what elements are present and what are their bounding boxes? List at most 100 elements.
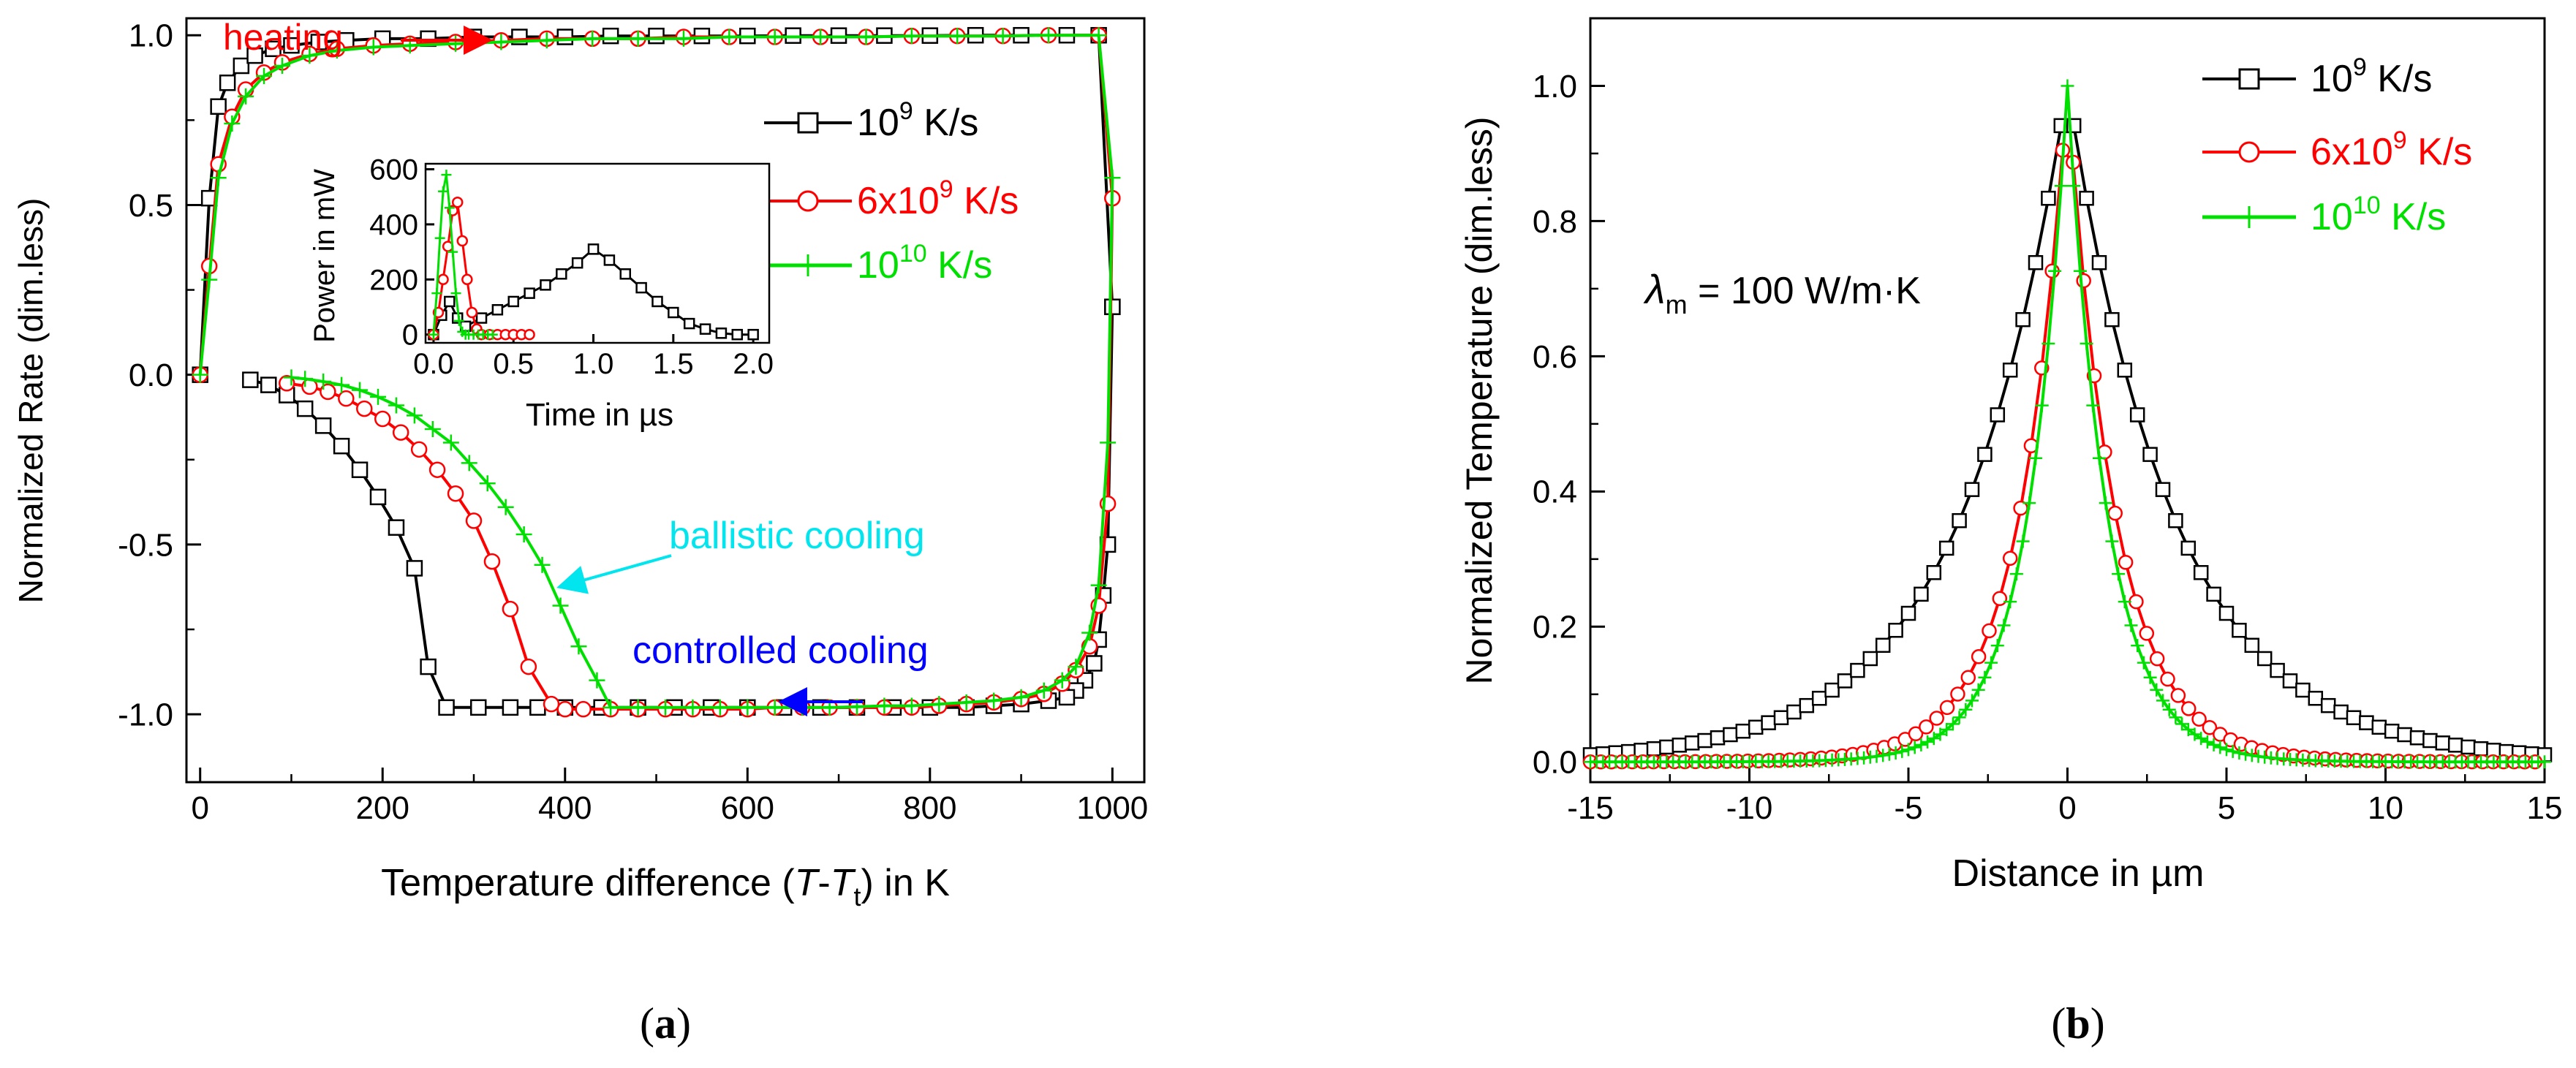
legend-a-label-6e9: 6x109 K/s <box>857 175 1019 222</box>
series-a-1e10-cooling-point <box>603 699 619 716</box>
panel-b-y-tick-label: 0.6 <box>1533 339 1577 375</box>
series-inset-1e9-point <box>651 295 663 308</box>
series-b-1e9-point <box>2041 190 2056 206</box>
series-a-1e10-heating-point <box>1090 27 1107 44</box>
series-a-1e10-heating-point <box>274 58 290 75</box>
series-b-1e9-point <box>2333 704 2349 720</box>
series-b-1e9-point <box>1824 682 1840 698</box>
series-a-1e9-heating-point <box>233 57 250 75</box>
series-b-1e9-point <box>1748 719 1764 735</box>
panel-a-x-tick-label: 800 <box>903 790 956 826</box>
series-a-1e10-cooling-point <box>684 699 701 716</box>
series-b-1e9-point <box>2282 673 2298 689</box>
series-b-1e10-point <box>1990 639 2004 653</box>
series-a-1e9-cooling-point <box>469 699 487 716</box>
series-a-1e10-cooling-point <box>388 397 404 414</box>
legend-a-entry-6e9: 6x109 K/s <box>764 175 1019 222</box>
caption-open: ( <box>2051 999 2066 1048</box>
series-b-1e10-point <box>1971 683 1985 697</box>
caption-letter: a <box>654 999 676 1048</box>
series-a-1e10-cooling-point <box>552 597 569 614</box>
series-a-1e10-cooling-point <box>1081 624 1098 641</box>
inset-chart: 0.0 0.5 1.0 1.5 2.0 600 400 200 0 Time in µs Pow… <box>309 154 774 433</box>
series-a-1e10-cooling-point <box>497 499 514 515</box>
panel-b-y-tick-label: 0.4 <box>1533 474 1577 510</box>
series-b-1e9-point <box>2371 719 2387 735</box>
panel-b-y-axis-label: Normalized Temperature (dim.less) <box>1459 116 1500 684</box>
panel-a-y-tick-label: -0.5 <box>118 527 173 563</box>
series-b-1e10-point <box>1921 735 1935 749</box>
series-a-1e9-cooling-point <box>333 437 350 455</box>
series-inset-1e9-point <box>715 327 728 339</box>
series-a-1e10-heating-point <box>949 28 966 45</box>
series-a-1e10-heating-point <box>493 34 510 50</box>
series-b-1e9-point <box>1938 540 1954 556</box>
series-a-6e9-cooling-point <box>502 600 519 618</box>
caption-close: ) <box>2090 999 2105 1048</box>
series-inset-6e9-point <box>437 273 449 286</box>
lambda-symbol: λ <box>1643 266 1666 312</box>
series-b-1e9-point <box>1977 447 1993 462</box>
legend-a-label-1e10: 1010 K/s <box>857 240 992 287</box>
series-b-1e10-point <box>2220 743 2233 757</box>
series-b-1e10-point <box>1914 738 1928 751</box>
series-b-1e9-point <box>1646 741 1662 757</box>
panel-b-x-tick-label: 10 <box>2368 790 2403 826</box>
series-a-1e10-cooling-point <box>1035 682 1052 699</box>
inset-ticks: 0.0 0.5 1.0 1.5 2.0 600 400 200 0 <box>369 154 774 380</box>
series-b-1e9-point <box>2142 447 2158 462</box>
series-b-1e9-point <box>2270 662 2285 678</box>
xlabel-dash: - <box>817 862 830 904</box>
series-b-6e9-point <box>1992 591 2008 606</box>
series-inset-1e9-point <box>556 268 567 280</box>
series-a-1e10-heating-point <box>675 30 692 47</box>
series-a-1e10-cooling-point <box>958 694 975 711</box>
series-inset-1e10-point <box>487 329 498 340</box>
series-b-1e9-point <box>2028 254 2044 270</box>
series-b-6e9-point <box>2202 720 2218 735</box>
series-b-1e10-point <box>1997 618 2011 632</box>
series-b-1e9-point <box>2232 622 2247 638</box>
series-inset-1e10-point <box>438 186 449 197</box>
series-b-1e10-point <box>2054 179 2068 193</box>
series-b-1e10-point <box>2226 744 2240 758</box>
series-inset-1e9-point <box>619 268 632 280</box>
series-inset-1e9-point <box>571 257 583 269</box>
series-a-1e9-cooling-point <box>438 699 455 716</box>
series-b-6e9-point <box>2139 626 2155 641</box>
series-b-1e9-point <box>1926 565 1942 580</box>
inset-x-tick-label: 1.5 <box>653 348 694 380</box>
series-a-6e9-cooling-point <box>465 512 483 529</box>
series-a-6e9-cooling-point <box>543 695 560 713</box>
series-b-1e9-point <box>2168 512 2183 529</box>
series-inset-1e9-point <box>444 295 456 308</box>
series-b-1e10-point <box>2175 717 2189 731</box>
series-b-1e9-point <box>2422 732 2438 749</box>
controlled-cooling-label: controlled cooling <box>632 629 929 672</box>
panel-a-y-tick-label: -1.0 <box>118 697 173 733</box>
series-b-6e9-point <box>1982 623 1997 639</box>
series-b-1e10-point <box>1908 741 1922 754</box>
series-a-1e9-cooling-point <box>502 699 519 716</box>
series-a-1e9-heating-point <box>246 47 263 64</box>
series-a-1e10-heating-point <box>210 170 227 186</box>
series-b-1e10-point <box>1882 747 1896 761</box>
series-inset-1e10-point <box>441 170 452 181</box>
series-b-1e9-point <box>1672 738 1688 753</box>
panel-a-x-tick-label: 200 <box>356 790 409 826</box>
series-b-1e9-point <box>2079 190 2094 206</box>
panel-a-y-axis-label: Normalized Rate (dim.less) <box>12 198 50 604</box>
series-b-1e9-point <box>1723 727 1738 743</box>
panel-a-caption: (a) <box>640 999 691 1048</box>
legend-b-entry-1e9: 109 K/s <box>2202 53 2432 100</box>
series-inset-1e10-point <box>453 315 464 326</box>
panel-b-plot-area <box>1582 79 2553 770</box>
panel-b-y-tick-label: 0.0 <box>1533 745 1577 781</box>
series-a-1e10-cooling-point <box>1068 659 1084 675</box>
series-inset-6e9-point <box>451 197 464 208</box>
series-a-1e10-heating-point <box>858 29 875 45</box>
series-b-1e10-point <box>2016 534 2030 548</box>
series-b-6e9-point <box>2107 505 2123 521</box>
series-b-1e9-point <box>1710 730 1726 746</box>
series-b-1e10-point <box>1952 711 1966 724</box>
